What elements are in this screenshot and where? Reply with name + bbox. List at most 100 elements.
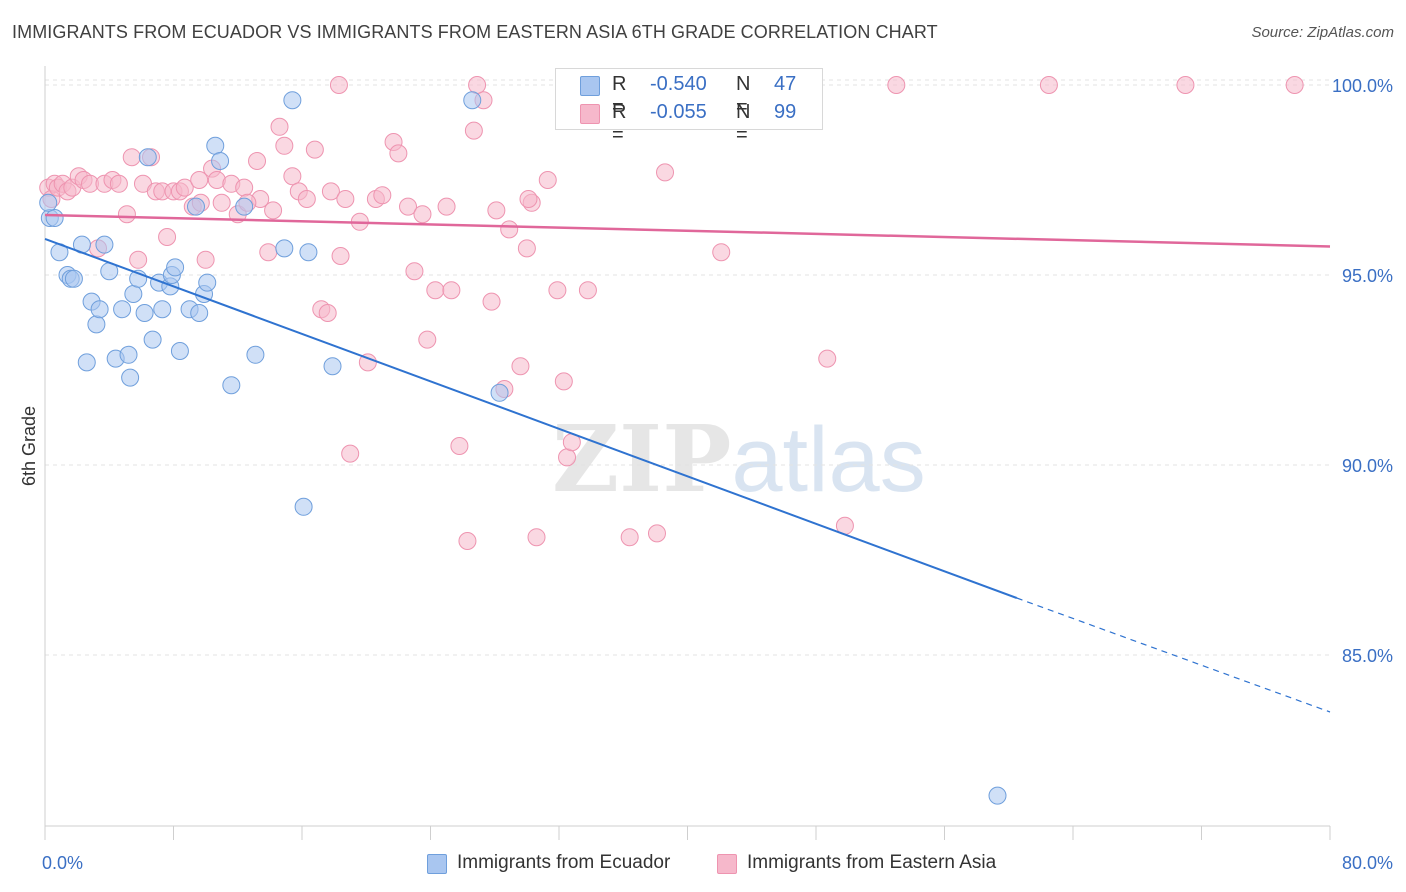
data-point-ecuador [153,300,172,319]
data-point-eastern-asia [418,330,437,349]
data-point-ecuador [170,342,189,360]
y-tick-label: 95.0% [1342,266,1393,286]
data-point-eastern-asia [712,243,731,262]
data-point-eastern-asia [511,357,530,376]
data-point-eastern-asia [329,76,348,94]
y-axis-label: 6th Grade [19,406,39,486]
stats-n-label: N = [736,101,751,146]
data-point-eastern-asia [175,178,194,197]
data-point-ecuador [124,285,143,303]
data-point-eastern-asia [331,247,350,265]
data-point-eastern-asia [399,197,418,216]
data-point-eastern-asia [1285,76,1304,94]
data-point-eastern-asia [122,148,141,167]
data-point-eastern-asia [437,197,456,216]
data-point-ecuador [138,148,157,167]
data-point-ecuador [113,300,132,319]
data-point-eastern-asia [558,448,577,467]
data-point-ecuador [87,315,106,334]
trend-layer [44,213,1331,713]
legend-swatch-eastern-asia [717,854,737,874]
data-point-eastern-asia [212,193,231,212]
legend-label: Immigrants from Eastern Asia [747,852,997,873]
data-point-eastern-asia [482,292,501,311]
y-tick-label: 85.0% [1342,646,1393,666]
data-point-ecuador [283,91,302,110]
data-point-ecuador [988,786,1007,805]
data-point-ecuador [211,152,230,170]
legend: Immigrants from Ecuador Immigrants from … [0,850,1406,880]
data-point-eastern-asia [538,171,557,189]
data-point-eastern-asia [620,528,639,547]
series-eastern-asia-points [39,76,1304,550]
data-point-eastern-asia [117,205,136,224]
data-point-eastern-asia [468,76,487,94]
data-point-eastern-asia [554,372,573,391]
data-point-eastern-asia [321,182,340,201]
stats-r-value: -0.540 [650,73,707,95]
stats-n-value: 47 [774,73,797,95]
trendline-eastern-asia [44,213,1331,248]
x-tick-label: 0.0% [42,853,83,873]
data-point-eastern-asia [196,250,215,269]
data-point-eastern-asia [818,349,837,368]
data-point-eastern-asia [647,524,666,543]
data-point-eastern-asia [373,186,392,205]
data-point-ecuador [119,345,138,364]
legend-swatch-ecuador [427,854,447,874]
data-point-ecuador [121,368,140,387]
data-point-ecuador [166,258,185,277]
label-layer: 85.0% 90.0% 95.0% 100.0% 0.0% 80.0% 6th Grade [19,76,1393,873]
data-point-ecuador [222,376,241,395]
data-point-ecuador [246,345,265,364]
data-point-eastern-asia [487,201,506,220]
stats-n-value: 99 [774,101,797,123]
data-point-ecuador [206,136,225,155]
data-point-ecuador [190,304,209,322]
data-point-eastern-asia [1039,76,1058,94]
data-point-ecuador [39,193,58,212]
data-point-ecuador [90,300,109,319]
data-point-eastern-asia [887,76,906,94]
x-tick-label: 80.0% [1342,853,1393,873]
data-point-ecuador [64,269,83,288]
data-point-ecuador [490,383,509,402]
watermark: ZIPatlas [552,405,926,513]
data-point-eastern-asia [548,281,567,300]
data-point-eastern-asia [442,281,461,300]
data-point-eastern-asia [656,163,675,182]
data-point-ecuador [294,497,313,516]
data-point-eastern-asia [458,532,477,550]
data-point-eastern-asia [305,140,324,159]
data-point-ecuador [135,304,154,322]
data-point-eastern-asia [318,304,337,322]
data-point-ecuador [275,239,294,258]
y-tick-label: 90.0% [1342,456,1393,476]
legend-label: Immigrants from Ecuador [457,852,671,873]
data-point-ecuador [95,235,114,254]
ecuador-swatch [580,76,600,96]
data-point-eastern-asia [450,437,469,455]
data-point-ecuador [45,209,64,227]
y-tick-label: 100.0% [1332,76,1393,96]
data-point-eastern-asia [190,171,209,189]
data-point-eastern-asia [270,117,289,136]
data-point-ecuador [463,91,482,110]
stats-r-label: R = [612,101,627,146]
data-point-eastern-asia [248,152,267,170]
stats-n-label: N = [736,73,751,118]
data-point-eastern-asia [129,250,148,269]
data-point-eastern-asia [264,201,283,220]
stats-r-value: -0.055 [650,101,707,123]
data-point-eastern-asia [517,239,536,258]
data-point-ecuador [323,357,342,376]
data-point-eastern-asia [578,281,597,300]
data-point-eastern-asia [519,190,538,208]
series-ecuador-points [39,91,1007,805]
data-point-ecuador [143,330,162,349]
data-point-eastern-asia [464,121,483,140]
data-point-eastern-asia [527,528,546,547]
chart-source: Source: ZipAtlas.com [1251,24,1394,41]
grid-layer [45,79,1330,656]
data-point-ecuador [186,197,205,216]
